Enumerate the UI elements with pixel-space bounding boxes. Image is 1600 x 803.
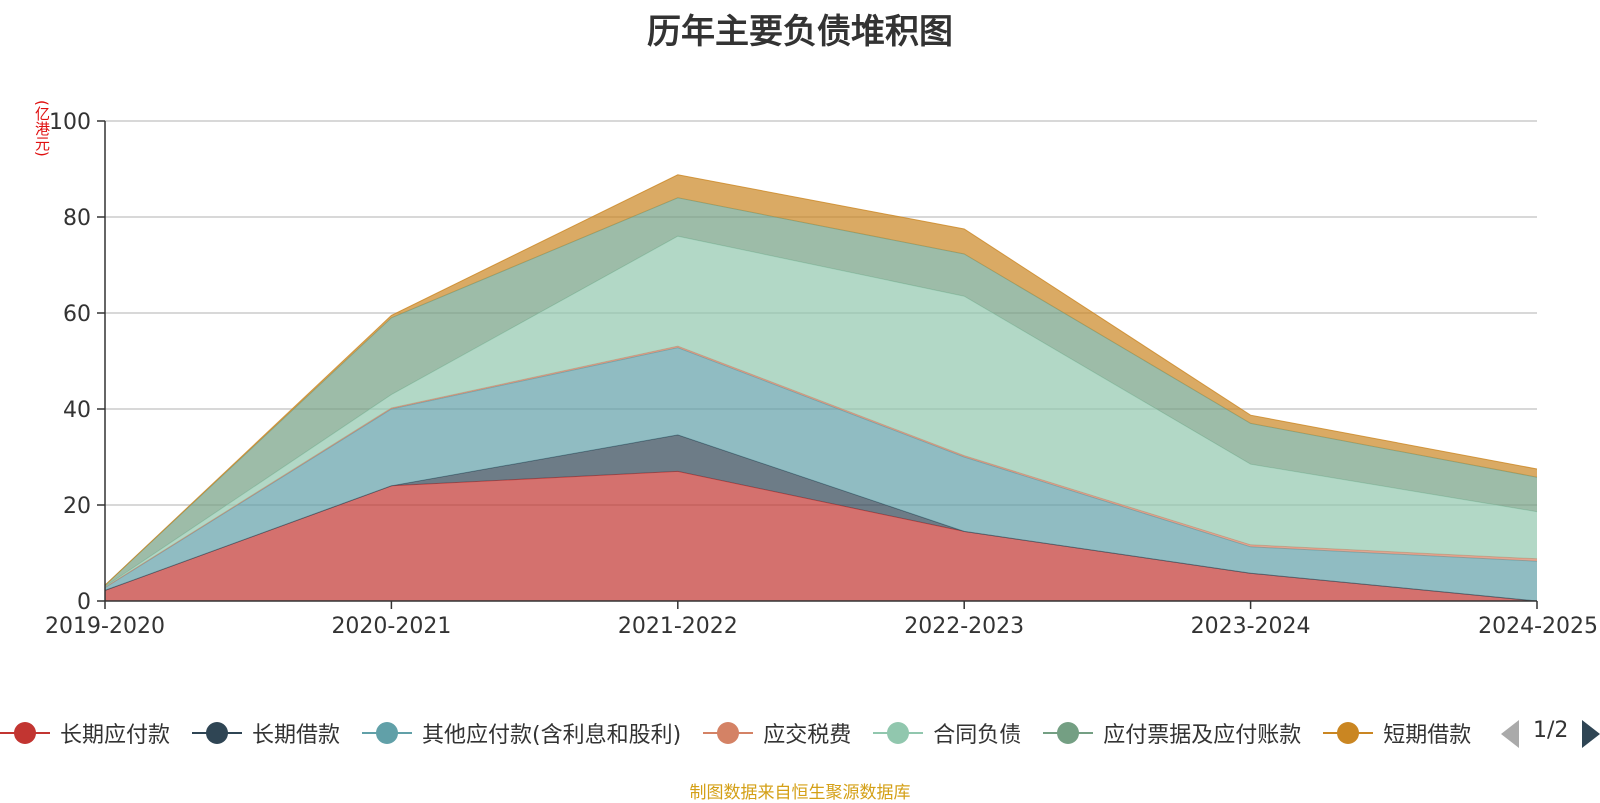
legend-next-page-icon[interactable] bbox=[1582, 720, 1600, 748]
stacked-areas bbox=[104, 174, 1538, 602]
y-tick-label: 60 bbox=[63, 302, 91, 327]
x-tick-label: 2019-2020 bbox=[45, 614, 165, 639]
legend-item[interactable]: 应付票据及应付账款 bbox=[1043, 716, 1301, 750]
area-series-4[interactable] bbox=[105, 236, 1537, 588]
y-tick-label: 100 bbox=[49, 110, 91, 135]
y-tick-label: 20 bbox=[63, 494, 91, 519]
legend-label: 应交税费 bbox=[763, 723, 852, 748]
legend-label: 其他应付款(含利息和股利) bbox=[422, 723, 682, 748]
chart-title: 历年主要负债堆积图 bbox=[647, 12, 953, 52]
y-tick-label: 80 bbox=[63, 206, 91, 231]
x-tick-label: 2020-2021 bbox=[331, 614, 451, 639]
area-series-2[interactable] bbox=[105, 347, 1537, 601]
legend-item[interactable]: 其他应付款(含利息和股利) bbox=[362, 716, 681, 750]
axes: 0 20 40 60 80 100 2019-2020 2020-2021 2021-2022 2… bbox=[45, 110, 1598, 639]
y-tick-label: 0 bbox=[77, 590, 91, 615]
legend-label: 短期借款 bbox=[1383, 723, 1472, 748]
area-series-5[interactable] bbox=[105, 197, 1537, 587]
legend-item[interactable]: 长期借款 bbox=[192, 716, 340, 750]
legend-item[interactable]: 短期借款 bbox=[1323, 716, 1471, 750]
legend-marker-icon bbox=[873, 721, 924, 745]
legend-marker-icon bbox=[1323, 721, 1374, 745]
legend-marker-icon bbox=[703, 721, 754, 745]
legend-pager: 1/2 bbox=[1500, 716, 1600, 750]
x-tick-label: 2022-2023 bbox=[904, 614, 1024, 639]
legend-label: 应付票据及应付账款 bbox=[1103, 723, 1302, 748]
legend-label: 长期借款 bbox=[252, 723, 341, 748]
legend-items: 长期应付款 长期借款 其他应付款(含利息和股利) 应交税费 合同负债 应付票据及应付账款 短… bbox=[0, 716, 1480, 750]
legend-marker-icon bbox=[192, 721, 243, 745]
legend-label: 合同负债 bbox=[933, 723, 1022, 748]
x-tick-label: 2021-2022 bbox=[618, 614, 738, 639]
legend-marker-icon bbox=[362, 721, 413, 745]
legend-item[interactable]: 长期应付款 bbox=[0, 716, 170, 750]
legend-page-indicator: 1/2 bbox=[1533, 718, 1569, 743]
series-line-6 bbox=[104, 174, 1538, 586]
area-chart: 0 20 40 60 80 100 2019-2020 2020-2021 2021-2022 2… bbox=[45, 110, 1598, 639]
x-tick-label: 2024-2025 bbox=[1478, 614, 1598, 639]
legend: 长期应付款 长期借款 其他应付款(含利息和股利) 应交税费 合同负债 应付票据及应付账款 短… bbox=[0, 716, 1600, 750]
source-note: 制图数据来自恒生聚源数据库 bbox=[689, 783, 911, 803]
legend-item[interactable]: 应交税费 bbox=[703, 716, 851, 750]
legend-label: 长期应付款 bbox=[60, 723, 171, 748]
area-series-1[interactable] bbox=[105, 434, 1537, 601]
y-axis-unit-label: (亿港元) bbox=[33, 100, 51, 157]
area-series-0[interactable] bbox=[105, 471, 1537, 601]
legend-prev-page-icon[interactable] bbox=[1501, 720, 1519, 748]
x-tick-label: 2023-2024 bbox=[1191, 614, 1311, 639]
legend-marker-icon bbox=[0, 721, 50, 745]
legend-item[interactable]: 合同负债 bbox=[873, 716, 1021, 750]
legend-marker-icon bbox=[1043, 721, 1094, 745]
y-tick-label: 40 bbox=[63, 398, 91, 423]
